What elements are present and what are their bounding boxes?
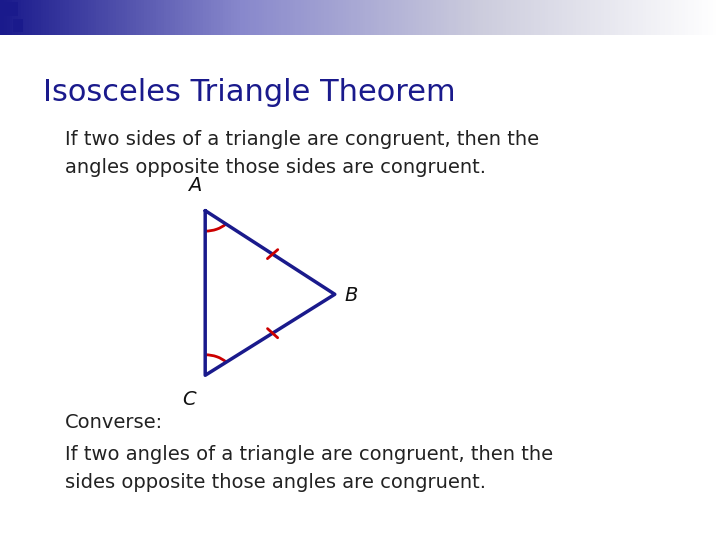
Text: Isosceles Triangle Theorem: Isosceles Triangle Theorem	[43, 78, 456, 107]
Bar	[2, 2, 18, 16]
Text: C: C	[182, 390, 195, 409]
Text: A: A	[188, 177, 201, 195]
Text: Converse:: Converse:	[65, 413, 163, 432]
Text: If two sides of a triangle are congruent, then the
angles opposite those sides a: If two sides of a triangle are congruent…	[65, 130, 539, 177]
Text: If two angles of a triangle are congruent, then the
sides opposite those angles : If two angles of a triangle are congruen…	[65, 446, 553, 492]
Bar	[13, 19, 23, 32]
Text: B: B	[344, 286, 358, 305]
